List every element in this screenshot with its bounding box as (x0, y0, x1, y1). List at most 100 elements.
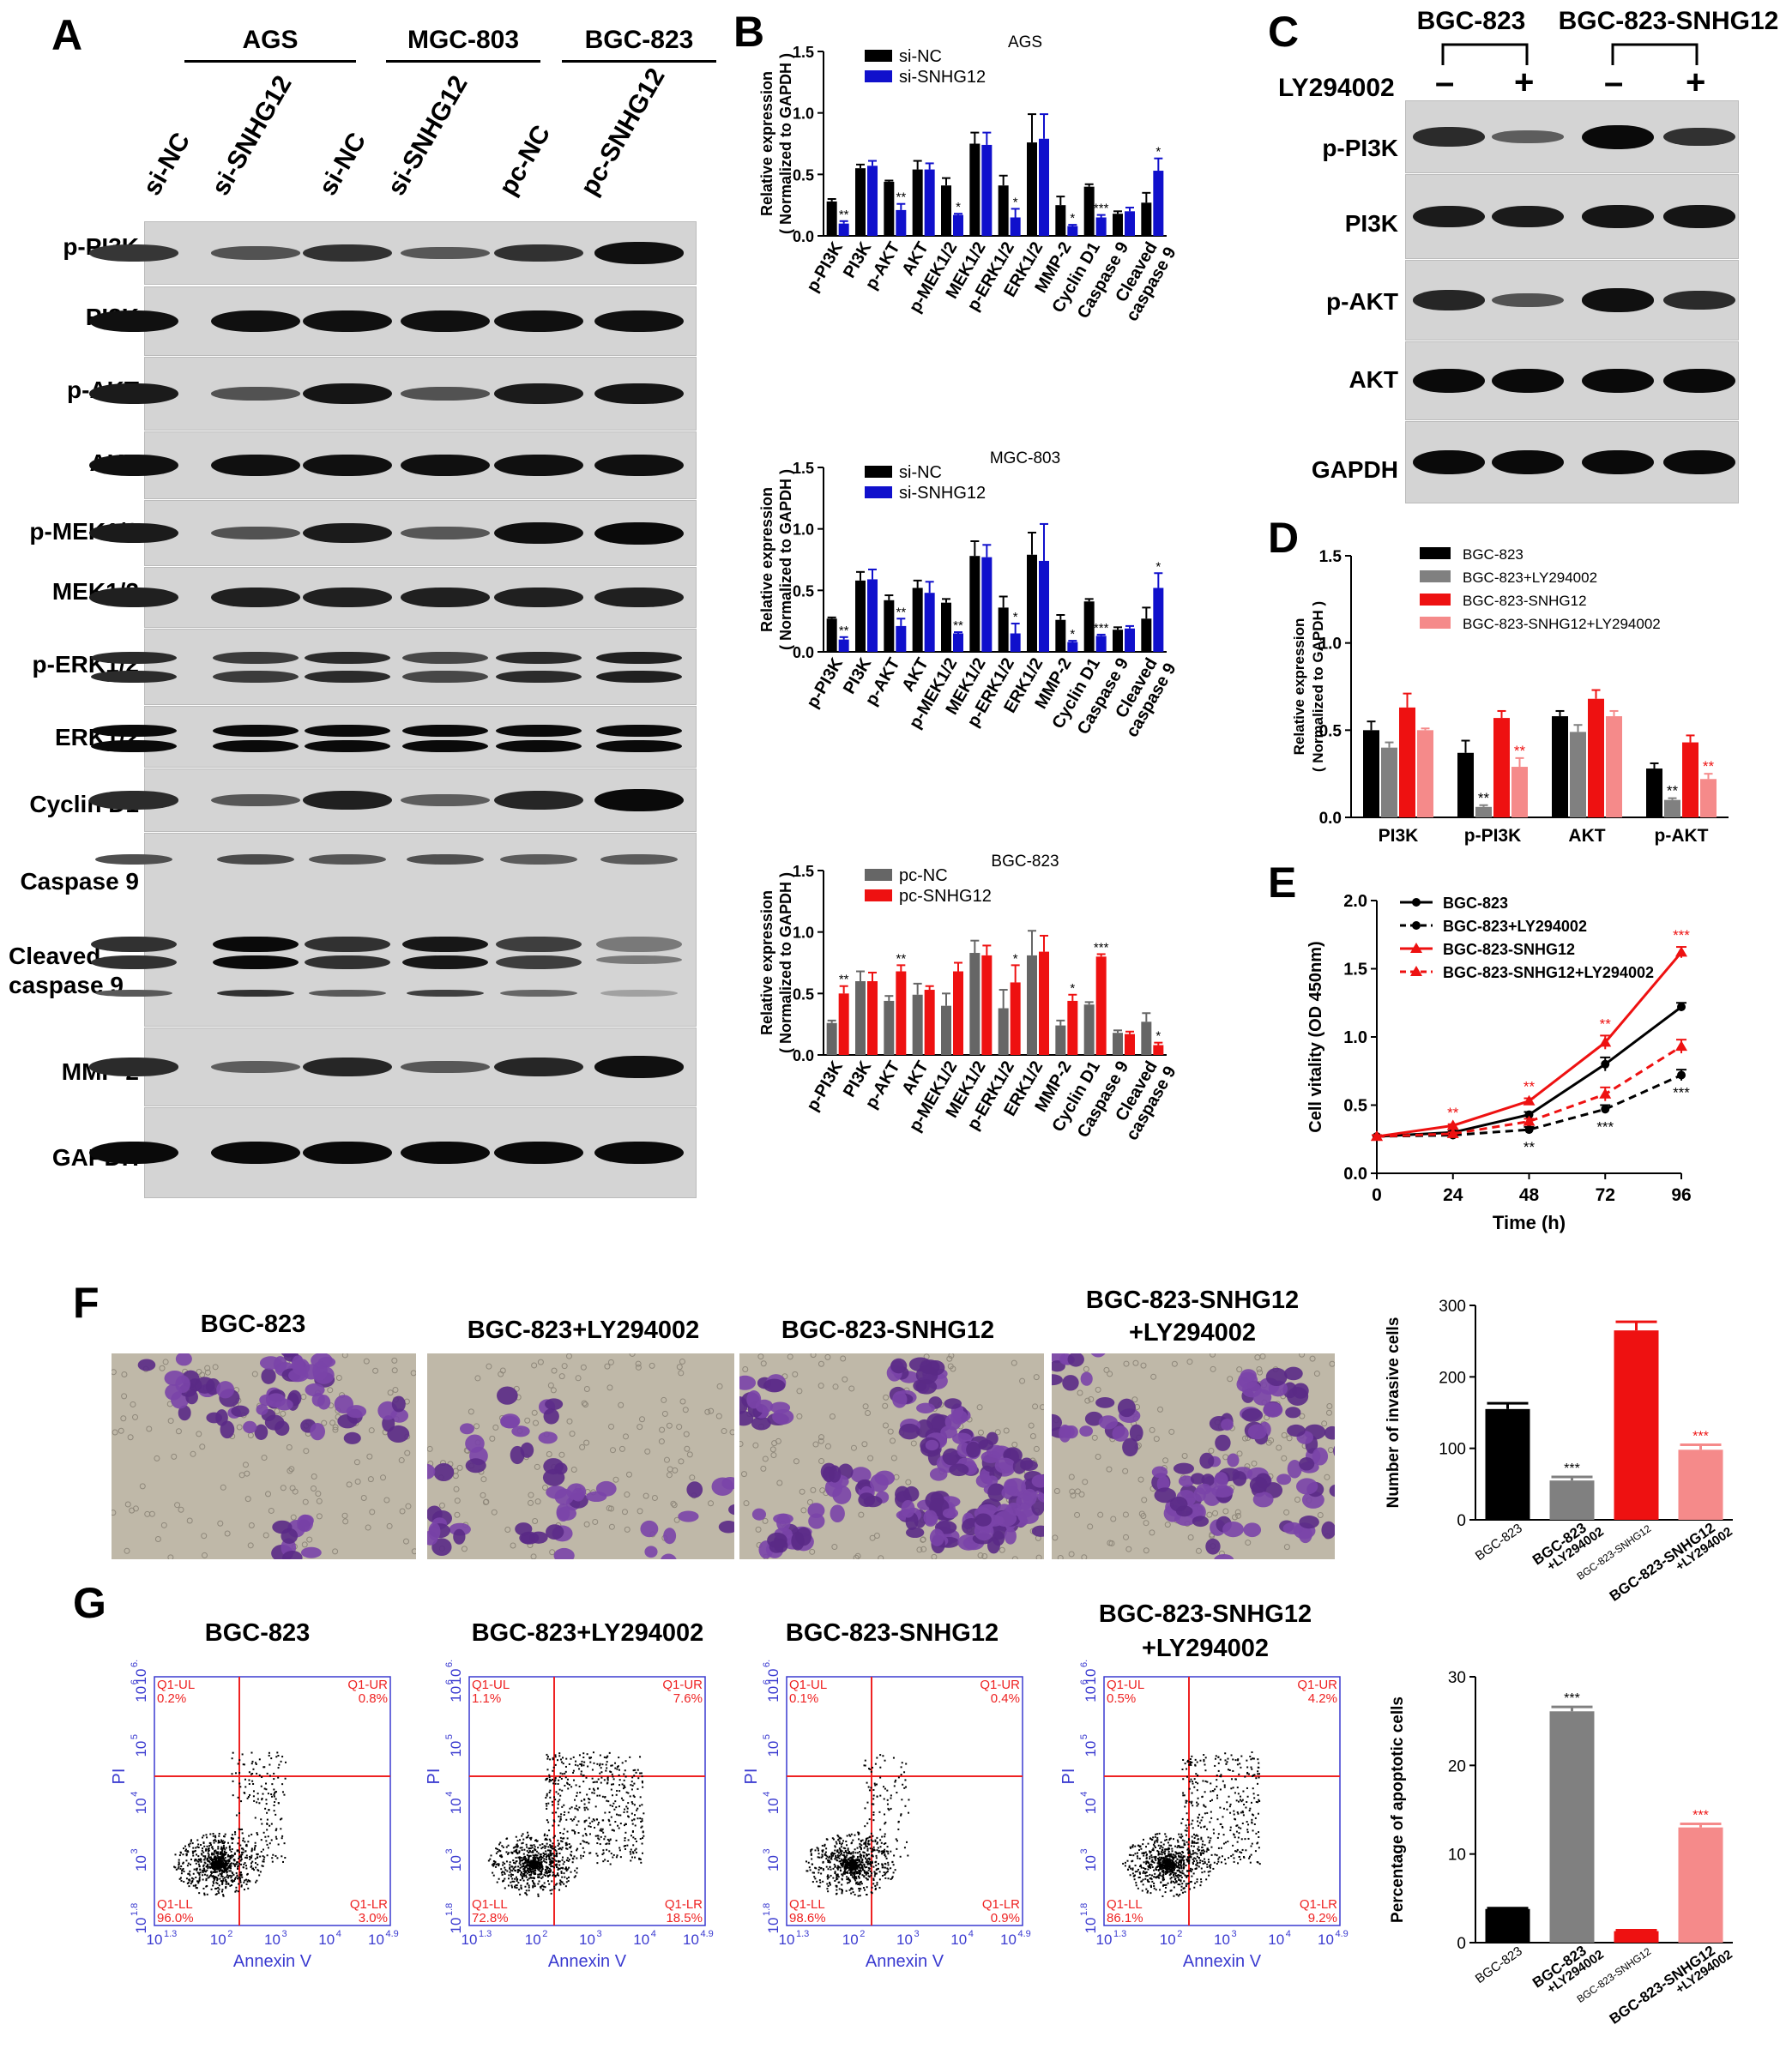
cell (261, 1368, 276, 1384)
dot (641, 1842, 643, 1845)
dot (207, 1877, 209, 1879)
dot (203, 1870, 206, 1872)
bar-bgc-823-0 (1363, 730, 1379, 817)
pore (832, 1383, 839, 1390)
dot (608, 1751, 611, 1754)
dot (574, 1875, 576, 1877)
band (211, 588, 300, 607)
bar-bgc-823-snhg12-1 (1493, 718, 1510, 817)
dot (220, 1853, 222, 1855)
dot (214, 1840, 217, 1842)
band-lower (91, 739, 177, 752)
dot (251, 1867, 254, 1870)
dot (224, 1866, 226, 1869)
dot (253, 1848, 256, 1851)
cell (728, 1504, 734, 1516)
bar-pc-nc-2 (884, 1000, 895, 1055)
dot (580, 1773, 582, 1775)
cell (1084, 1411, 1103, 1426)
dot (265, 1788, 268, 1791)
dot (570, 1786, 573, 1788)
y-axis-label-2: ( Normalized to GAPDH ) (1310, 601, 1326, 772)
dot (189, 1842, 191, 1845)
dot (214, 1857, 217, 1859)
band (401, 454, 490, 477)
dot (501, 1873, 504, 1876)
pore (739, 1441, 744, 1448)
dot (503, 1871, 505, 1874)
band-upper (91, 725, 177, 737)
dot (866, 1862, 869, 1865)
dot (178, 1854, 181, 1857)
dot (505, 1837, 508, 1840)
dot (273, 1810, 275, 1812)
dot (489, 1858, 492, 1860)
dot (641, 1825, 643, 1828)
dot (880, 1850, 883, 1853)
pore (1236, 1366, 1243, 1373)
band (594, 789, 684, 811)
dot (219, 1860, 221, 1863)
dot (858, 1869, 860, 1871)
band (1582, 288, 1654, 312)
dot (223, 1835, 226, 1838)
dot (561, 1859, 564, 1861)
dot (614, 1762, 617, 1764)
dot (265, 1803, 268, 1805)
dot (533, 1854, 535, 1857)
dot (635, 1840, 637, 1842)
dot (260, 1785, 262, 1787)
dot (871, 1886, 873, 1889)
dot (596, 1842, 599, 1845)
dot (203, 1892, 206, 1895)
dot (616, 1854, 618, 1857)
dot (210, 1872, 213, 1875)
dot (810, 1853, 812, 1855)
dot (267, 1793, 269, 1795)
dot (544, 1833, 546, 1835)
dot (533, 1871, 535, 1874)
dot (199, 1871, 202, 1874)
dot (854, 1848, 856, 1851)
dot (247, 1879, 250, 1882)
dot (524, 1859, 527, 1862)
significance-mark: ** (953, 618, 963, 633)
dot (256, 1833, 259, 1835)
dot (233, 1877, 236, 1880)
dot (231, 1856, 233, 1859)
dot (548, 1829, 551, 1832)
dot (511, 1873, 514, 1876)
band (211, 246, 300, 260)
legend-marker (1410, 966, 1422, 976)
cell (767, 1532, 787, 1548)
dot (616, 1789, 618, 1792)
dot (547, 1870, 550, 1872)
dot (499, 1850, 502, 1853)
dot (563, 1872, 565, 1875)
c-blot-panel-p-akt (1405, 260, 1739, 340)
dot (256, 1798, 259, 1800)
dot (280, 1760, 282, 1763)
point (1601, 1105, 1610, 1114)
dot (238, 1865, 240, 1867)
dot (579, 1842, 582, 1845)
legend-label: BGC-823-SNHG12+LY294002 (1463, 616, 1661, 632)
pore (1035, 1554, 1042, 1559)
bar-si-nc-1 (855, 168, 866, 236)
dot (555, 1859, 558, 1862)
dot (253, 1847, 256, 1849)
dot (216, 1883, 219, 1885)
dot (222, 1855, 225, 1858)
dot (522, 1833, 524, 1835)
band (401, 310, 490, 333)
invasion-image-svg (739, 1353, 1044, 1559)
dot (528, 1886, 530, 1889)
cell (1199, 1452, 1215, 1469)
dot (227, 1841, 230, 1844)
dot (546, 1753, 548, 1756)
dot (557, 1807, 559, 1810)
dot (854, 1874, 856, 1877)
dot (552, 1874, 554, 1877)
category-label: BGC-823 (1473, 1521, 1525, 1564)
pore (1236, 1450, 1243, 1457)
